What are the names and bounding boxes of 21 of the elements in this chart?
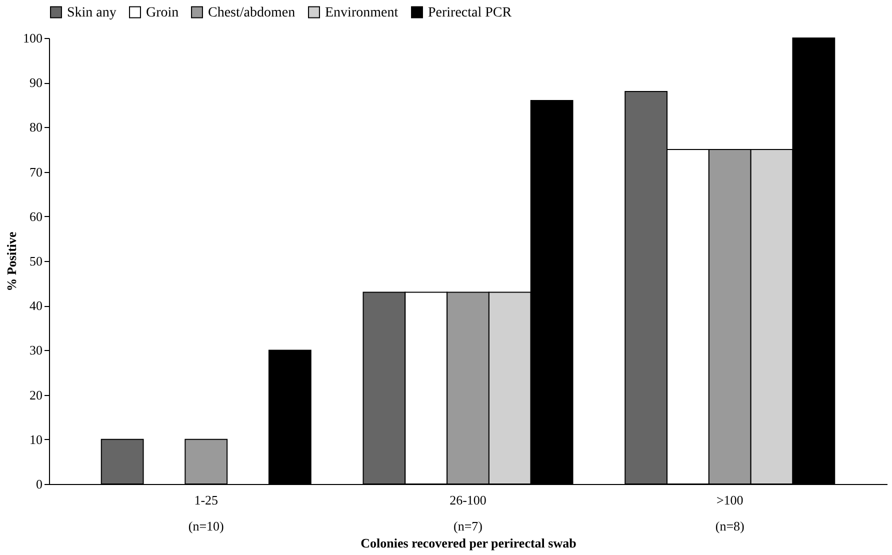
y-tick-label: 20	[30, 387, 42, 402]
y-tick-label: 100	[23, 30, 42, 46]
y-tick-label: 40	[30, 298, 42, 314]
y-tick-label: 60	[30, 208, 42, 224]
y-tick-label: 90	[30, 75, 42, 90]
legend-label: Skin any	[67, 5, 116, 20]
y-tick-label: 10	[30, 432, 42, 447]
y-tick-label: 70	[30, 164, 42, 180]
y-tick-label: 30	[30, 342, 42, 358]
legend-label: Groin	[146, 5, 179, 20]
x-tick-label: 26-100 (n=7)	[450, 492, 486, 534]
x-tick-label: >100 (n=8)	[715, 492, 744, 534]
y-tick-label: 0	[36, 476, 42, 492]
y-tick-label: 50	[30, 254, 42, 268]
legend-label: Perirectal PCR	[428, 5, 512, 20]
legend-label: Environment	[325, 5, 398, 20]
x-axis-title: Colonies recovered per perirectal swab	[360, 536, 576, 550]
x-tick-label: 1-25 (n=10)	[188, 492, 224, 534]
y-tick-label: 80	[30, 120, 42, 135]
legend-label: Chest/abdomen	[208, 5, 296, 20]
y-axis-title: % Positive	[4, 231, 19, 292]
